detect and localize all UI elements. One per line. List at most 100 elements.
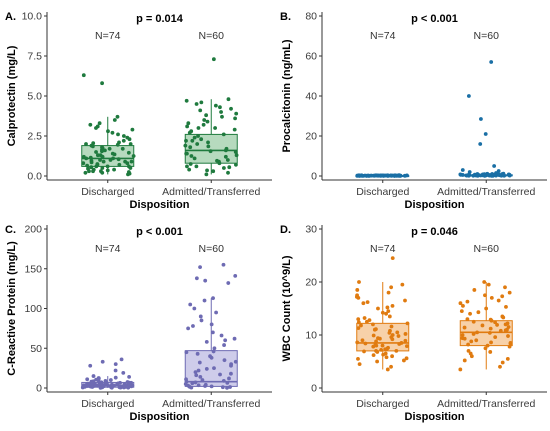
data-point xyxy=(100,359,105,364)
data-point xyxy=(88,122,93,127)
panel-label: B. xyxy=(280,11,291,23)
data-point xyxy=(488,326,493,331)
y-tick-label: 20 xyxy=(305,131,317,143)
data-point xyxy=(128,142,133,146)
data-point xyxy=(83,170,88,175)
p-value-annotation: p < 0.001 xyxy=(136,226,183,238)
data-point xyxy=(381,352,386,357)
y-tick-label: 100 xyxy=(24,303,42,315)
data-point xyxy=(356,320,361,325)
data-point xyxy=(356,356,360,361)
data-point xyxy=(403,332,408,336)
data-point xyxy=(97,121,102,126)
data-point xyxy=(233,150,238,154)
data-point xyxy=(81,73,86,78)
data-point xyxy=(186,121,191,126)
data-point xyxy=(189,154,194,158)
data-point xyxy=(505,356,510,361)
data-point xyxy=(222,358,227,363)
data-point xyxy=(121,384,126,389)
data-point xyxy=(95,162,100,166)
data-point xyxy=(380,173,385,178)
data-point xyxy=(471,319,476,324)
data-point xyxy=(374,339,378,344)
data-point xyxy=(213,103,218,108)
data-point xyxy=(469,339,474,344)
data-point xyxy=(100,384,105,388)
y-tick-label: 10.0 xyxy=(22,11,43,23)
data-point xyxy=(360,338,365,343)
data-point xyxy=(395,330,400,335)
data-point xyxy=(374,327,378,332)
data-point xyxy=(184,377,188,382)
data-point xyxy=(190,381,195,386)
data-point xyxy=(390,256,395,261)
y-tick-label: 5.0 xyxy=(27,91,42,103)
data-point xyxy=(461,303,465,308)
data-point xyxy=(475,172,480,177)
data-point xyxy=(355,340,360,345)
y-tick-label: 40 xyxy=(305,91,317,103)
data-point xyxy=(462,358,467,363)
data-point xyxy=(202,298,207,303)
data-point xyxy=(503,285,507,290)
x-tick-label: Discharged xyxy=(356,398,409,410)
data-point xyxy=(369,173,374,178)
data-point xyxy=(82,384,87,389)
data-point xyxy=(371,322,375,327)
data-point xyxy=(362,316,367,320)
panel-label: A. xyxy=(5,11,16,23)
data-point xyxy=(365,300,370,305)
data-point xyxy=(394,349,399,353)
data-point xyxy=(113,368,118,373)
data-point xyxy=(366,173,371,178)
data-point xyxy=(223,338,228,343)
data-point xyxy=(482,280,487,284)
data-point xyxy=(130,127,135,132)
data-point xyxy=(371,333,376,338)
data-point xyxy=(108,378,113,382)
data-point xyxy=(483,346,488,351)
data-point xyxy=(195,142,200,146)
data-point xyxy=(508,341,513,346)
data-point xyxy=(507,344,512,349)
data-point xyxy=(397,342,402,346)
data-point xyxy=(111,156,115,161)
data-point xyxy=(193,380,198,385)
data-point xyxy=(357,280,361,284)
data-point xyxy=(402,358,406,363)
data-point xyxy=(185,164,189,169)
data-point xyxy=(195,351,200,356)
data-point xyxy=(211,169,216,174)
data-point xyxy=(105,164,110,169)
data-point xyxy=(212,346,217,351)
data-point xyxy=(209,384,214,389)
data-point xyxy=(363,173,368,178)
data-point xyxy=(117,140,121,145)
data-point xyxy=(363,341,368,346)
y-axis-title: WBC Count (10^9/L) xyxy=(281,255,293,361)
panel-1: A. 0.0 2.5 5.0 7.5 10.0 Calprotectin (mg/L) Dis… xyxy=(5,11,272,211)
data-point xyxy=(387,314,392,319)
data-point xyxy=(131,154,136,158)
data-point xyxy=(98,158,102,162)
data-point xyxy=(385,173,390,178)
data-point xyxy=(505,321,510,326)
data-point xyxy=(234,153,239,158)
data-point xyxy=(233,116,237,121)
data-point xyxy=(223,154,228,159)
n-label: N=60 xyxy=(199,243,225,255)
data-point xyxy=(389,324,394,329)
data-point xyxy=(192,156,197,161)
data-point xyxy=(191,324,195,328)
data-point xyxy=(466,94,471,98)
data-point xyxy=(361,301,366,306)
data-point xyxy=(193,370,198,374)
data-point xyxy=(189,129,194,134)
data-point xyxy=(221,166,226,170)
data-point xyxy=(404,344,409,349)
x-tick-label: Admitted/Transferred xyxy=(437,186,535,198)
data-point xyxy=(194,276,199,281)
data-point xyxy=(129,159,134,164)
